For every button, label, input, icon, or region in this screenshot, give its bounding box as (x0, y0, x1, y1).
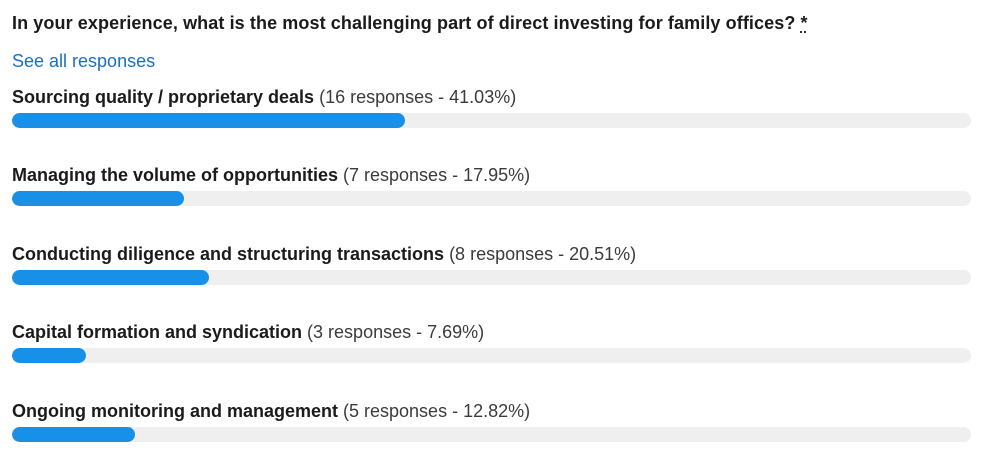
option-progress-fill (12, 348, 86, 363)
required-marker: * (800, 13, 808, 33)
question-text: In your experience, what is the most cha… (12, 13, 796, 33)
option-progress-track (12, 427, 971, 442)
option-progress-fill (12, 427, 135, 442)
option-label: Ongoing monitoring and management (12, 401, 338, 421)
poll-question: In your experience, what is the most cha… (12, 13, 808, 34)
option-stats: (7 responses - 17.95%) (343, 165, 531, 185)
option-progress-fill (12, 113, 406, 128)
option-label: Conducting diligence and structuring tra… (12, 244, 445, 264)
see-all-responses-link[interactable]: See all responses (12, 51, 156, 71)
poll-option: Conducting diligence and structuring tra… (12, 243, 971, 285)
option-progress-track (12, 270, 971, 285)
option-progress-track (12, 191, 971, 206)
option-progress-track (12, 348, 971, 363)
option-progress-track (12, 113, 971, 128)
poll-option: Managing the volume of opportunities (7 … (12, 164, 971, 206)
poll-option: Sourcing quality / proprietary deals (16… (12, 86, 971, 128)
option-stats: (16 responses - 41.03%) (319, 87, 517, 107)
poll-option: Capital formation and syndication (3 res… (12, 321, 971, 363)
poll-option: Ongoing monitoring and management (5 res… (12, 400, 971, 442)
option-label: Managing the volume of opportunities (12, 165, 338, 185)
option-label: Sourcing quality / proprietary deals (12, 87, 315, 107)
option-label: Capital formation and syndication (12, 322, 303, 342)
option-progress-fill (12, 191, 185, 206)
option-progress-fill (12, 270, 209, 285)
option-stats: (5 responses - 12.82%) (343, 401, 531, 421)
option-stats: (8 responses - 20.51%) (449, 244, 637, 264)
option-stats: (3 responses - 7.69%) (307, 322, 485, 342)
